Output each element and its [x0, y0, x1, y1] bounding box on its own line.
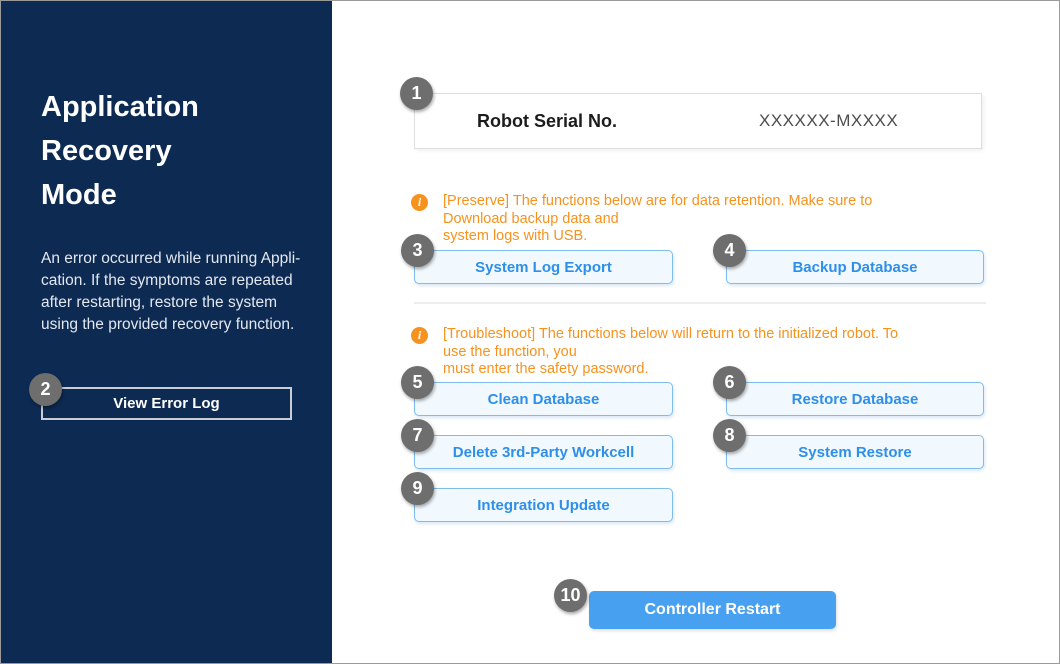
- system-log-export-button[interactable]: System Log Export: [414, 250, 673, 284]
- step-badge-10: 10: [554, 579, 587, 612]
- step-badge-3: 3: [401, 234, 434, 267]
- step-badge-6: 6: [713, 366, 746, 399]
- delete-3rd-party-workcell-button[interactable]: Delete 3rd-Party Workcell: [414, 435, 673, 469]
- troubleshoot-note-text: [Troubleshoot] The functions below will …: [443, 326, 899, 377]
- troubleshoot-note: i [Troubleshoot] The functions below wil…: [411, 326, 901, 379]
- preserve-note-text: [Preserve] The functions below are for d…: [443, 193, 873, 244]
- step-badge-2: 2: [29, 373, 62, 406]
- integration-update-button[interactable]: Integration Update: [414, 488, 673, 522]
- section-divider: [414, 302, 986, 304]
- step-badge-7: 7: [401, 419, 434, 452]
- system-restore-button[interactable]: System Restore: [726, 435, 984, 469]
- info-icon: i: [411, 194, 428, 211]
- step-badge-5: 5: [401, 366, 434, 399]
- restore-database-button[interactable]: Restore Database: [726, 382, 984, 416]
- info-icon: i: [411, 327, 428, 344]
- step-badge-1: 1: [400, 77, 433, 110]
- step-badge-9: 9: [401, 472, 434, 505]
- controller-restart-button[interactable]: Controller Restart: [589, 591, 836, 629]
- view-error-log-button[interactable]: View Error Log: [41, 387, 292, 420]
- step-badge-8: 8: [713, 419, 746, 452]
- sidebar: Application Recovery Mode An error occur…: [1, 1, 332, 663]
- preserve-note: i [Preserve] The functions below are for…: [411, 193, 901, 246]
- clean-database-button[interactable]: Clean Database: [414, 382, 673, 416]
- backup-database-button[interactable]: Backup Database: [726, 250, 984, 284]
- page-title: Application Recovery Mode: [41, 91, 199, 211]
- step-badge-4: 4: [713, 234, 746, 267]
- robot-serial-value: XXXXXX-MXXXX: [759, 111, 899, 130]
- robot-serial-box: Robot Serial No. XXXXXX-MXXXX: [414, 93, 982, 149]
- robot-serial-label: Robot Serial No.: [477, 110, 618, 131]
- recovery-description: An error occurred while running Appli- c…: [41, 250, 301, 333]
